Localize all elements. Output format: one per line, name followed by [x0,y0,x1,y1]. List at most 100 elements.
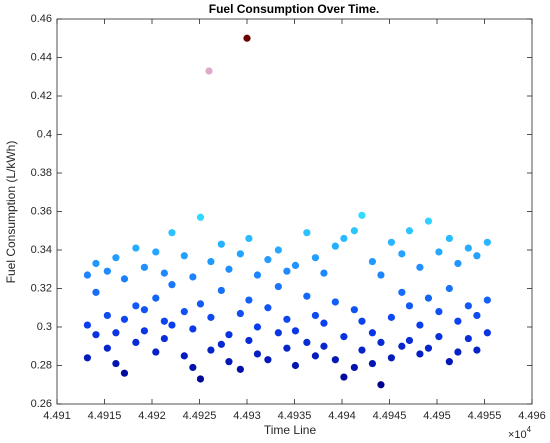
scatter-point [236,250,244,258]
scatter-point [274,246,282,254]
scatter-point [405,336,414,345]
scatter-point [245,234,253,243]
scatter-point [424,294,433,302]
scatter-point [83,271,91,279]
x-tick-label: 4.492 [138,410,166,422]
scatter-point [445,234,453,243]
scatter-point [207,257,215,266]
x-tick-label: 4.493 [233,410,261,422]
scatter-point [454,317,462,325]
scatter-point [435,333,443,341]
scatter-point [303,292,311,300]
scatter-point [152,248,160,256]
scatter-point [189,363,197,372]
scatter-point [473,252,481,260]
scatter-point [445,284,453,293]
scatter-point [245,336,253,345]
scatter-point [368,359,376,368]
scatter-point [416,263,424,271]
scatter-point [264,356,272,364]
scatter-point [320,342,328,350]
scatter-point [132,302,140,310]
y-tick-label: 0.38 [31,167,52,179]
x-multiplier: ×104 [508,425,532,441]
scatter-point [320,269,328,277]
scatter-point [120,315,129,323]
x-tick-label: 4.4935 [278,410,312,422]
scatter-point [483,238,491,246]
y-tick-label: 0.4 [37,128,52,140]
scatter-point [398,250,406,258]
scatter-point [83,321,91,329]
scatter-point [435,308,443,316]
x-tick-label: 4.491 [43,410,71,422]
scatter-point [112,359,120,368]
scatter-point [217,340,225,348]
scatter-point [311,311,319,320]
scatter-point [253,323,262,331]
scatter-point [387,238,395,246]
scatter-point [340,234,348,243]
scatter-point [253,350,262,358]
y-tick-label: 0.42 [31,90,52,102]
scatter-point [132,338,140,346]
scatter-point [83,354,91,362]
x-tick-label: 4.4955 [468,410,502,422]
x-tick-label: 4.4915 [88,410,122,422]
scatter-point [405,302,414,310]
scatter-point [189,273,197,281]
scatter-point [152,348,160,356]
scatter-point [398,288,406,296]
scatter-point [405,227,414,235]
scatter-point [464,302,472,310]
scatter-point [196,213,205,221]
scatter-point [207,346,215,354]
scatter-point [377,381,385,389]
scatter-point [120,369,129,377]
x-tick-label: 4.4925 [183,410,217,422]
scatter-point [483,296,491,304]
scatter-point [331,242,339,250]
scatter-point [454,259,462,268]
scatter-point [340,333,348,341]
scatter-point [331,298,339,306]
scatter-point [350,306,358,314]
x-tick-label: 4.495 [423,410,451,422]
scatter-point [473,311,481,320]
scatter-point [416,350,424,358]
scatter-point [112,254,120,262]
scatter-point [112,329,120,337]
scatter-point [140,327,148,335]
scatter-point [377,271,385,279]
scatter-point [464,244,472,252]
scatter-point [283,344,291,352]
scatter-point [368,257,376,266]
scatter-point [245,296,253,304]
scatter-point [311,254,319,262]
scatter-point [207,313,215,321]
scatter-point [291,361,300,370]
x-multiplier-base: ×10 [508,429,527,441]
scatter-point [180,308,188,316]
scatter-point [225,265,233,273]
scatter-point [358,317,366,325]
scatter-point [132,244,140,252]
scatter-point [92,259,100,268]
scatter-point [205,67,213,75]
scatter-point [225,331,233,339]
x-tick-label: 4.496 [518,410,546,422]
scatter-point [103,344,111,352]
scatter-point [264,304,272,312]
scatter-point [160,269,168,277]
scatter-point [160,334,168,343]
scatter-point [283,315,291,323]
y-tick-label: 0.32 [31,282,52,294]
scatter-point [140,306,148,314]
scatter-point [217,240,225,248]
scatter-point [196,300,205,308]
scatter-point [196,375,205,383]
scatter-point [291,261,300,269]
scatter-point [424,344,433,352]
scatter-point [454,348,462,356]
